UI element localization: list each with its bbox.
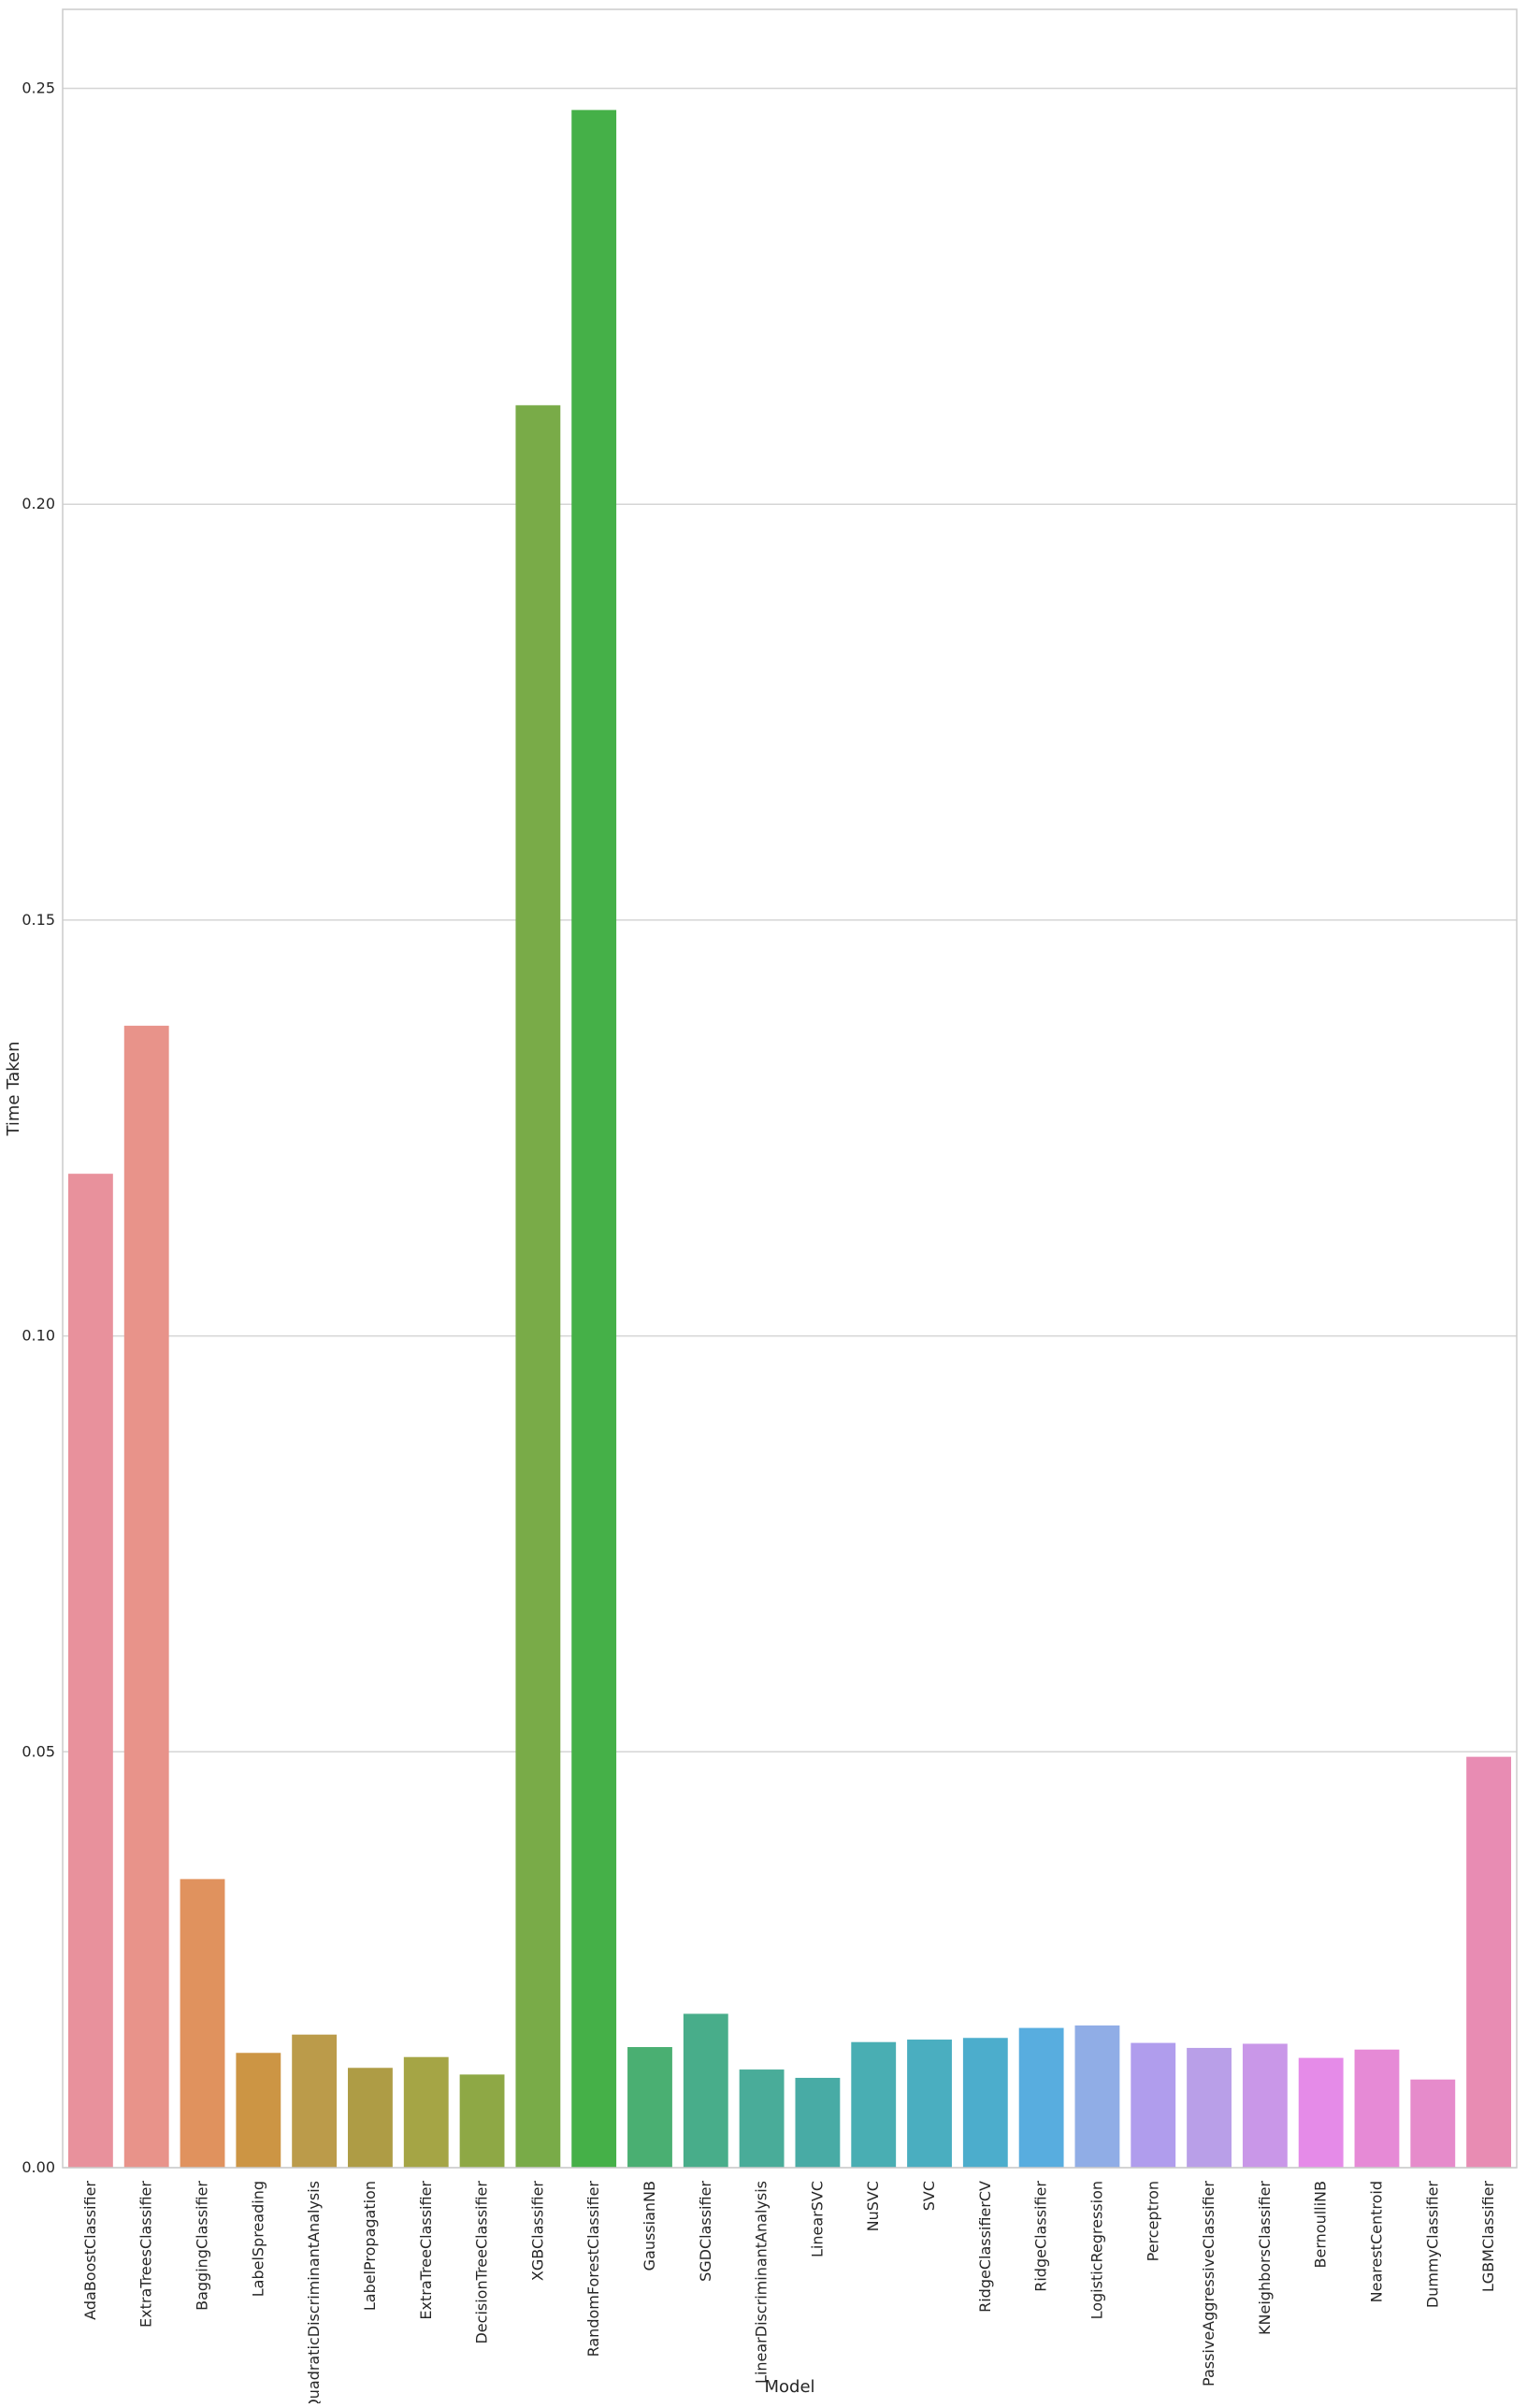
x-tick-label: BernoulliNB <box>1312 2181 1330 2268</box>
x-tick-label: LogisticRegression <box>1088 2181 1105 2319</box>
bar <box>292 2034 338 2168</box>
bar <box>515 405 561 2168</box>
plot-frame <box>62 8 1518 2169</box>
bar <box>1466 1756 1512 2168</box>
bar <box>851 2041 897 2168</box>
bar <box>1074 2025 1120 2168</box>
grid-layer <box>63 87 1517 2169</box>
bar <box>180 1879 225 2168</box>
bar <box>459 2074 505 2168</box>
x-tick-label: Perceptron <box>1144 2181 1161 2261</box>
bar <box>1187 2047 1232 2168</box>
x-tick-label: LabelPropagation <box>361 2181 379 2311</box>
x-tick-label: SGDClassifier <box>697 2181 714 2282</box>
bar-layer <box>67 109 1512 2169</box>
x-tick-label: BaggingClassifier <box>194 2181 211 2311</box>
y-axis-title: Time Taken <box>4 1041 23 1136</box>
x-tick-label: ExtraTreesClassifier <box>137 2181 155 2328</box>
y-tick-label: 0.10 <box>22 1327 55 1345</box>
bar <box>1298 2057 1344 2168</box>
bar <box>403 2056 449 2168</box>
y-tick-label: 0.20 <box>22 495 55 512</box>
x-tick-labels: AdaBoostClassifier ExtraTreesClassifier Ba… <box>81 2181 1497 2408</box>
x-tick-label: KNeighborsClassifier <box>1256 2181 1274 2335</box>
x-tick-label: PassiveAggressiveClassifier <box>1200 2181 1217 2386</box>
bar <box>962 2038 1008 2168</box>
bar <box>683 2013 728 2168</box>
bar <box>1354 2049 1400 2168</box>
y-tick-label: 0.00 <box>22 2158 55 2176</box>
x-tick-label: LabelSpreading <box>249 2181 267 2297</box>
x-axis-title: Model <box>764 2377 814 2397</box>
bar <box>1242 2043 1288 2168</box>
bar <box>1018 2027 1064 2168</box>
x-tick-label: RidgeClassifier <box>1032 2181 1050 2292</box>
y-tick-label: 0.15 <box>22 911 55 929</box>
bar <box>123 1025 169 2168</box>
x-tick-label: LGBMClassifier <box>1479 2181 1497 2293</box>
x-tick-label: AdaBoostClassifier <box>81 2181 99 2320</box>
bar <box>627 2047 672 2168</box>
bar <box>348 2068 393 2168</box>
bar <box>571 109 617 2169</box>
x-tick-label: ExtraTreeClassifier <box>417 2181 435 2320</box>
x-tick-label: NuSVC <box>864 2181 882 2231</box>
x-tick-label: NearestCentroid <box>1367 2181 1385 2302</box>
bar <box>1131 2042 1176 2168</box>
x-tick-label: QuadraticDiscriminantAnalysis <box>305 2181 323 2403</box>
x-tick-label: DummyClassifier <box>1423 2181 1441 2309</box>
x-tick-label: XGBClassifier <box>528 2181 546 2282</box>
x-tick-label: RandomForestClassifier <box>584 2181 602 2358</box>
bar <box>739 2069 785 2168</box>
x-tick-label: SVC <box>920 2181 938 2211</box>
bar <box>67 1174 113 2168</box>
x-tick-label: DecisionTreeClassifier <box>473 2181 491 2344</box>
x-tick-label: GaussianNB <box>641 2181 658 2271</box>
bar <box>236 2053 281 2168</box>
x-tick-label: LinearDiscriminantAnalysis <box>753 2181 771 2384</box>
y-tick-labels: 0.00 0.05 0.10 0.15 0.20 0.25 <box>22 79 55 2176</box>
bar <box>1410 2079 1456 2168</box>
bar <box>795 2077 841 2168</box>
y-tick-label: 0.05 <box>22 1742 55 1760</box>
bar <box>907 2040 952 2168</box>
x-tick-label: LinearSVC <box>808 2181 826 2257</box>
y-tick-label: 0.25 <box>22 79 55 96</box>
x-tick-label: RidgeClassifierCV <box>976 2181 994 2313</box>
